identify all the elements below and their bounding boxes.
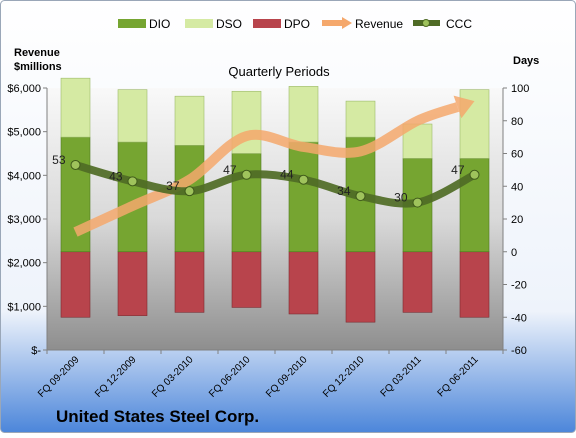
ccc-marker	[241, 169, 252, 180]
footer-title: United States Steel Corp.	[56, 407, 259, 426]
ccc-marker	[298, 174, 309, 185]
legend-dio-swatch	[118, 19, 146, 28]
dio-bar	[174, 145, 205, 253]
ccc-marker	[70, 159, 81, 170]
left-tick-label: $5,000	[7, 127, 41, 139]
ccc-data-label: 30	[394, 191, 408, 205]
right-tick-label: 20	[511, 214, 523, 226]
dso-bar	[174, 95, 205, 146]
ccc-data-label: 47	[451, 163, 465, 177]
legend-dio-label: DIO	[149, 17, 170, 31]
left-tick-label: $-	[31, 345, 41, 357]
ccc-data-label: 44	[280, 168, 294, 182]
dio-bar	[288, 141, 319, 253]
ccc-data-label: 43	[109, 169, 123, 183]
ccc-marker	[412, 197, 423, 208]
left-tick-label: $3,000	[7, 214, 41, 226]
left-axis-title-line2: $millions	[14, 61, 62, 73]
dpo-bar	[288, 251, 319, 315]
chart-title: Quarterly Periods	[228, 64, 330, 79]
revenue-arrowhead	[453, 95, 475, 119]
dpo-bar	[231, 251, 262, 308]
ccc-data-label: 47	[223, 163, 237, 177]
dso-bar	[345, 100, 376, 138]
dpo-bar	[345, 251, 376, 323]
left-axis: $- $1,000 $2,000 $3,000 $4,000 $5,000 $6,000	[7, 83, 48, 357]
ccc-data-label: 34	[337, 184, 351, 198]
legend: DIO DSO DPO Revenue CCC	[118, 17, 472, 31]
left-tick-label: $6,000	[7, 83, 41, 95]
right-tick-label: -60	[511, 345, 527, 357]
right-axis-title: Days	[513, 55, 539, 67]
dpo-bar	[402, 251, 433, 313]
legend-revenue-arrowhead	[342, 17, 352, 29]
ccc-marker	[127, 176, 138, 187]
right-tick-label: -20	[511, 280, 527, 292]
left-tick-label: $4,000	[7, 170, 41, 182]
bars	[60, 77, 490, 323]
legend-ccc-marker	[422, 19, 430, 27]
ccc-data-label: 53	[52, 153, 66, 167]
legend-ccc-label: CCC	[446, 17, 472, 31]
legend-dso-label: DSO	[216, 17, 242, 31]
right-tick-label: 80	[511, 116, 523, 128]
right-tick-label: -40	[511, 312, 527, 324]
revenue-layer	[73, 95, 475, 237]
left-axis-title-line1: Revenue	[14, 47, 60, 59]
left-tick-label: $2,000	[7, 258, 41, 270]
ccc-data-label: 37	[166, 179, 180, 193]
right-tick-label: 60	[511, 149, 523, 161]
right-tick-label: 40	[511, 181, 523, 193]
dpo-bar	[60, 251, 91, 318]
dpo-bar	[117, 251, 148, 316]
left-tick-label: $1,000	[7, 301, 41, 313]
right-tick-label: 0	[511, 247, 517, 259]
ccc-marker	[469, 169, 480, 180]
ccc-marker	[355, 191, 366, 202]
dso-bar	[117, 89, 148, 143]
revenue-line	[73, 102, 460, 237]
dpo-bar	[459, 251, 490, 318]
legend-dpo-label: DPO	[284, 17, 310, 31]
ccc-layer: 53 43 37 47 44 34 30 47	[52, 153, 480, 208]
ccc-marker	[184, 186, 195, 197]
right-axis: -60 -40 -20 0 20 40 60 80 100	[502, 83, 529, 357]
legend-dso-swatch	[185, 19, 213, 28]
dso-bar	[60, 77, 91, 138]
legend-dpo-swatch	[253, 19, 281, 28]
dso-bar	[288, 86, 319, 143]
legend-revenue-label: Revenue	[355, 17, 403, 31]
dpo-bar	[174, 251, 205, 313]
right-tick-label: 100	[511, 83, 529, 95]
